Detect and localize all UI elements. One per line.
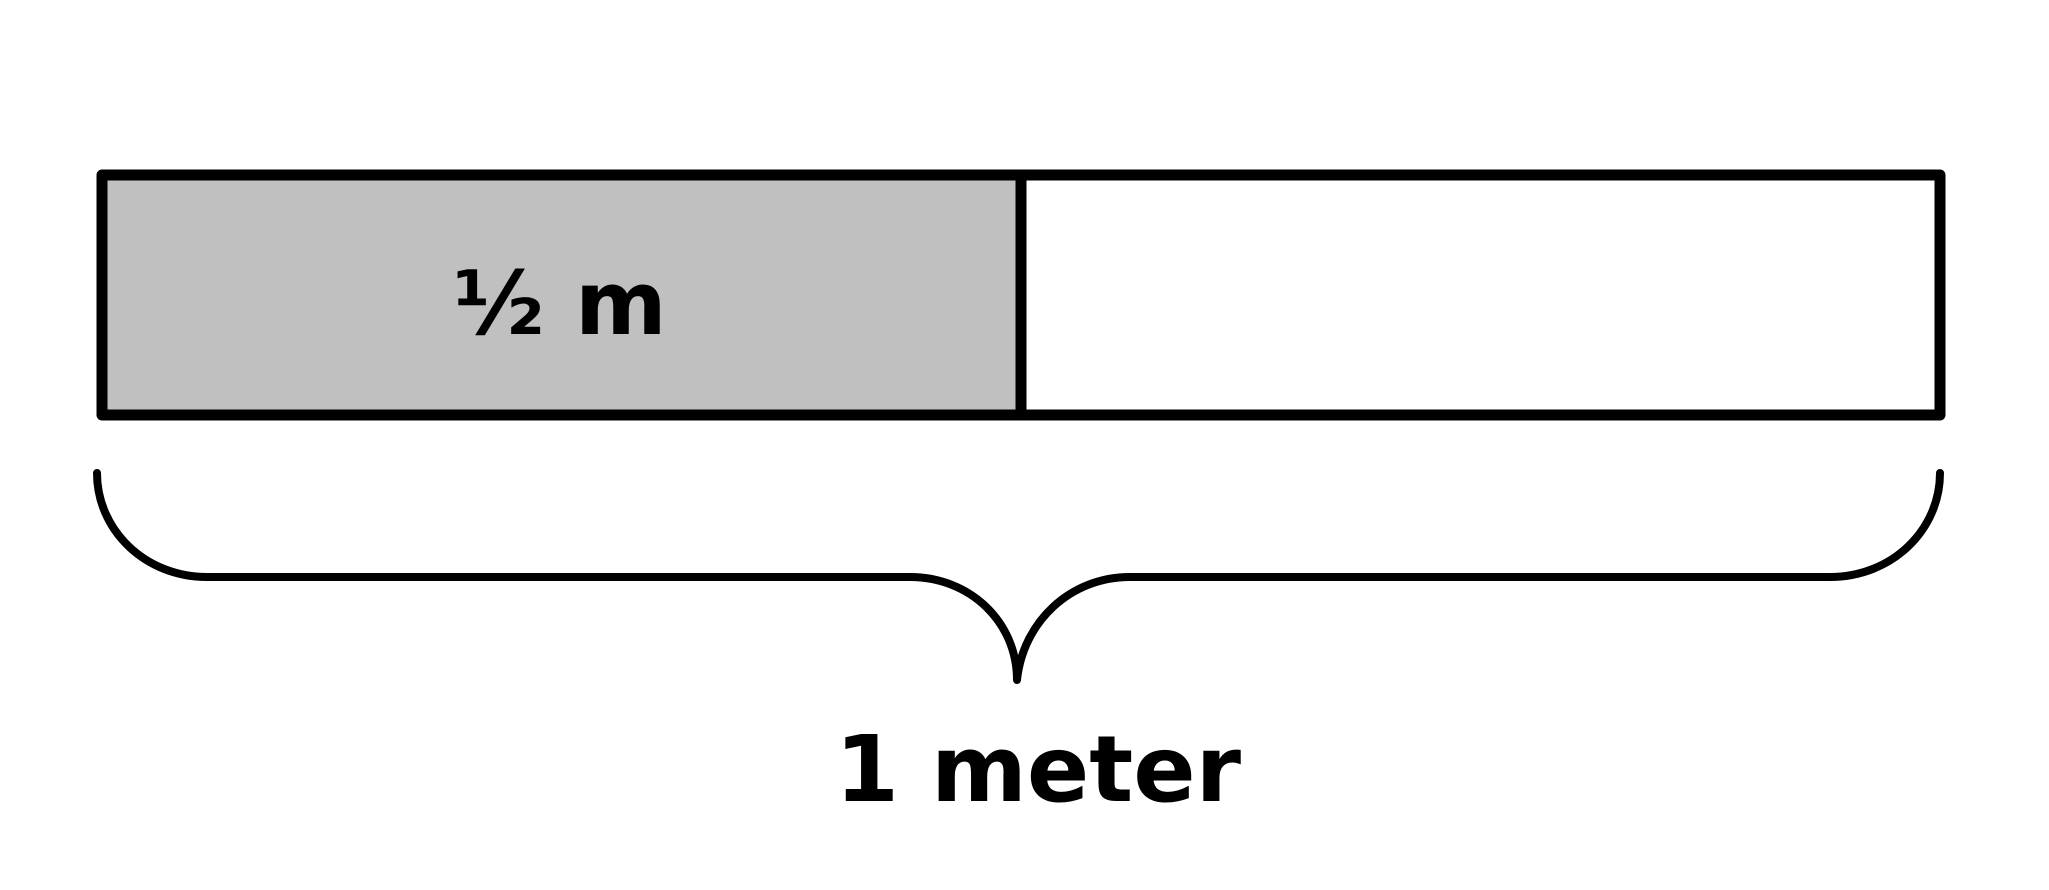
total-length-brace — [93, 469, 1944, 684]
one-meter-label: 1 meter — [835, 716, 1242, 823]
half-meter-label: ½ m — [453, 252, 666, 355]
shaded-half-segment — [102, 175, 1021, 415]
unshaded-half-segment — [1021, 175, 1940, 415]
